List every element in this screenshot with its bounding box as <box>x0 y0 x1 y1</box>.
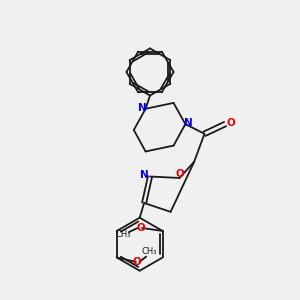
Text: CH₃: CH₃ <box>141 247 157 256</box>
Text: CH₃: CH₃ <box>115 230 130 239</box>
Text: O: O <box>175 169 184 178</box>
Text: N: N <box>138 103 146 113</box>
Text: N: N <box>140 170 149 180</box>
Text: N: N <box>184 118 193 128</box>
Text: O: O <box>137 223 146 233</box>
Text: O: O <box>132 257 141 267</box>
Text: O: O <box>226 118 235 128</box>
